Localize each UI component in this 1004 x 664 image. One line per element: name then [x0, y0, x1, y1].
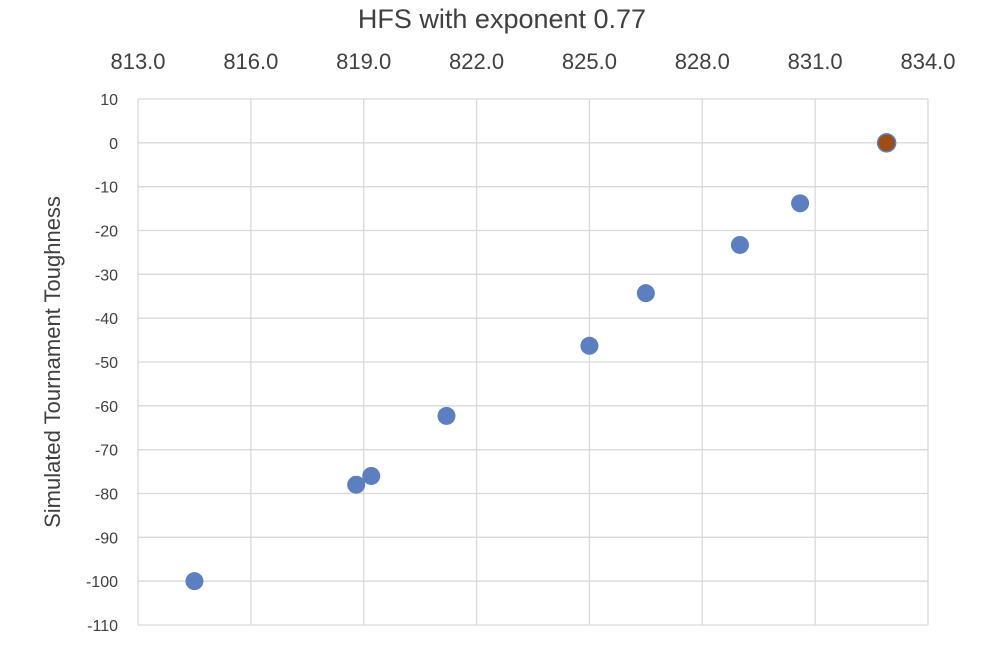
data-point — [636, 284, 655, 303]
y-tick-label: -30 — [95, 267, 118, 284]
x-tick-label: 819.0 — [336, 49, 391, 74]
y-tick-label: 0 — [109, 136, 118, 153]
data-point — [437, 406, 456, 425]
y-axis-label: Simulated Tournament Toughness — [40, 196, 65, 528]
data-point — [580, 336, 599, 355]
x-tick-label: 831.0 — [788, 49, 843, 74]
y-tick-label: -80 — [95, 487, 118, 504]
y-tick-label: -90 — [95, 530, 118, 547]
y-tick-label: -70 — [95, 443, 118, 460]
x-tick-label: 834.0 — [900, 49, 955, 74]
y-tick-label: -50 — [95, 355, 118, 372]
y-tick-label: -100 — [86, 574, 118, 591]
data-point — [185, 572, 204, 591]
data-point — [876, 133, 897, 153]
x-tick-label: 822.0 — [449, 49, 504, 74]
chart-title: HFS with exponent 0.77 — [357, 4, 647, 34]
x-tick-label: 816.0 — [223, 49, 278, 74]
y-tick-label: 10 — [100, 92, 118, 109]
x-tick-label: 828.0 — [675, 49, 730, 74]
y-tick-label: -40 — [95, 311, 118, 328]
x-tick-label: 813.0 — [110, 49, 165, 74]
y-tick-label: -10 — [95, 180, 118, 197]
data-point — [347, 475, 366, 494]
data-point — [730, 235, 749, 254]
data-point — [791, 194, 810, 213]
x-tick-label: 825.0 — [562, 49, 617, 74]
data-point — [362, 466, 381, 485]
y-tick-label: -20 — [95, 224, 118, 241]
y-tick-label: -60 — [95, 399, 118, 416]
y-tick-label: -110 — [87, 618, 118, 635]
